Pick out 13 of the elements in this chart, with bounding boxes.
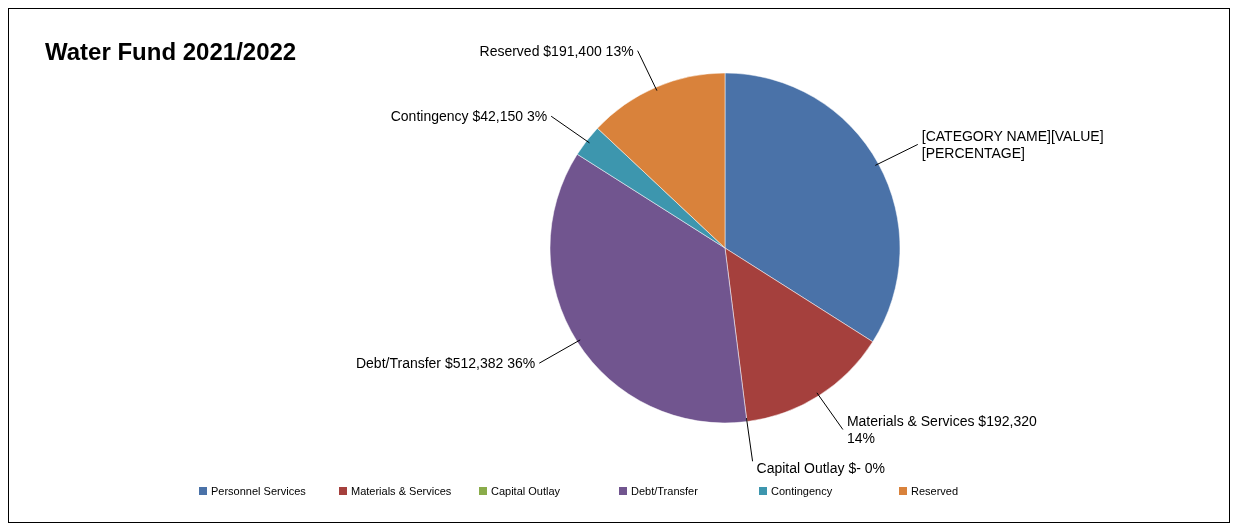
legend-label: Materials & Services <box>351 485 452 497</box>
chart-title: Water Fund 2021/2022 <box>45 38 297 65</box>
data-label: Contingency $42,150 3% <box>390 108 548 125</box>
data-label: [CATEGORY NAME][VALUE] [PERCENTAGE] <box>921 127 1104 161</box>
data-label: Reserved $191,400 13% <box>479 42 634 59</box>
legend-label: Personnel Services <box>211 485 307 497</box>
text: Capital Outlay $- 0% <box>756 460 885 477</box>
data-label: Debt/Transfer $512,382 36% <box>355 355 536 372</box>
legend-label: Reserved <box>911 485 959 497</box>
legend-label: Debt/Transfer <box>631 485 699 497</box>
legend-label: Contingency <box>771 485 833 497</box>
legend-label: Capital Outlay <box>491 485 561 497</box>
data-label: Materials & Services $192,320 14% <box>846 413 1037 447</box>
